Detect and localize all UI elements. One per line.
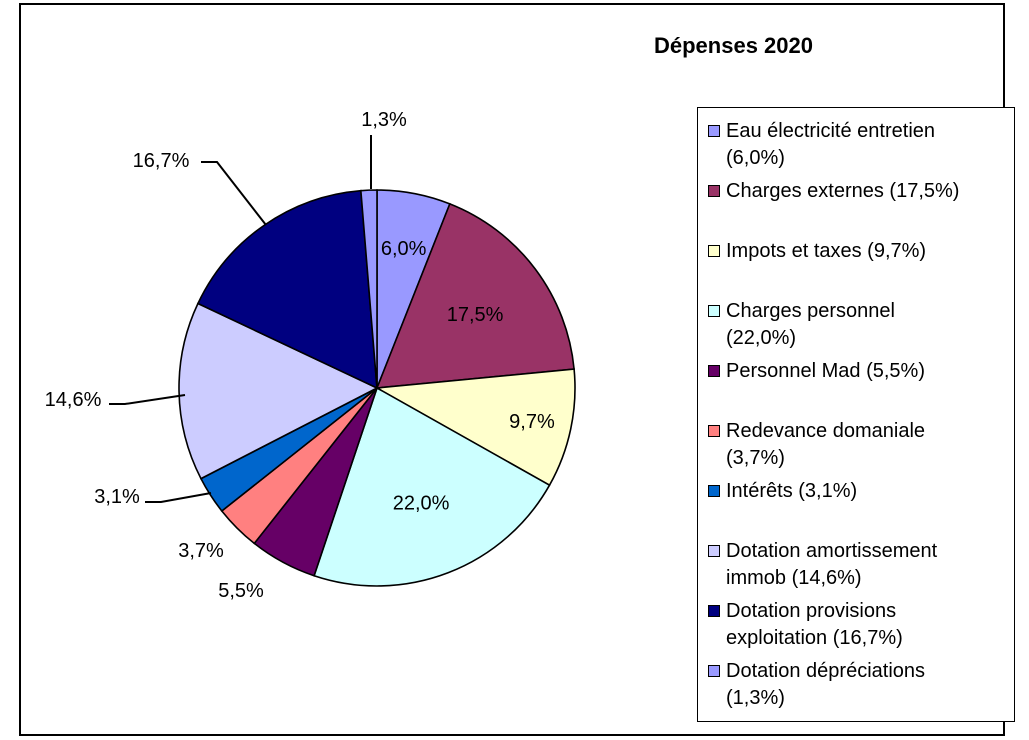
legend-text-9-line2: exploitation (16,7%) (726, 627, 903, 649)
data-label-4: 22,0% (393, 493, 450, 515)
pie-slice-8 (178, 302, 379, 480)
legend-item-7: Intérêts (3,1%) (706, 478, 1026, 505)
pie-chart: 6,0% 17,5% 9,7% 22,0% 5,5% 3,7% 3,1% 14,6% 16,7%… (45, 109, 576, 602)
legend-item-1: Eau électricité entretien (6,0%) (706, 118, 1026, 172)
legend-item-5: Personnel Mad (5,5%) (706, 358, 1026, 385)
legend-swatch-10 (708, 665, 720, 677)
legend-swatch-8 (708, 545, 720, 557)
chart-frame: Dépenses 2020 6,0% 17,5% 9,7% 22,0% 5,5% 3,7%… (19, 3, 1015, 736)
data-label-10: 1,3% (361, 109, 407, 131)
pie-slice-2 (375, 202, 575, 389)
chart-title: Dépenses 2020 (654, 33, 813, 58)
legend-text-2: Charges externes (17,5%) (726, 180, 960, 202)
legend-text-8-line2: immob (14,6%) (726, 567, 862, 589)
legend-text-4-line2: (22,0%) (726, 327, 797, 349)
legend-swatch-4 (708, 305, 720, 317)
legend-swatch-2 (708, 185, 720, 197)
legend-text-1: Eau électricité entretien (726, 120, 936, 142)
data-label-6: 3,7% (178, 540, 224, 562)
pie-slice-10 (359, 189, 378, 389)
legend-swatch-9 (708, 605, 720, 617)
data-label-9: 16,7% (133, 150, 190, 172)
legend-swatch-7 (708, 485, 720, 497)
data-label-1: 6,0% (381, 238, 427, 260)
legend-swatch-6 (708, 425, 720, 437)
legend-text-6-line2: (3,7%) (726, 447, 785, 469)
leader-line-9 (201, 161, 267, 226)
data-label-3: 9,7% (509, 411, 555, 433)
pie-slice-3 (374, 368, 576, 487)
legend-item-10: Dotation dépréciations (1,3%) (706, 658, 1026, 712)
legend-text-5: Personnel Mad (5,5%) (726, 360, 925, 382)
legend-item-6: Redevance domaniale (3,7%) (706, 418, 1026, 472)
legend-item-3: Impots et taxes (9,7%) (706, 238, 1026, 265)
legend-text-1-line2: (6,0%) (726, 147, 785, 169)
data-label-5: 5,5% (218, 580, 264, 602)
legend-item-9: Dotation provisions exploitation (16,7%) (706, 598, 1026, 652)
leader-line-7 (145, 492, 212, 503)
data-label-7: 3,1% (94, 486, 140, 508)
legend-swatch-1 (708, 125, 720, 137)
legend-text-3: Impots et taxes (9,7%) (726, 240, 927, 262)
legend-item-4: Charges personnel (22,0%) (706, 298, 1026, 352)
legend-text-8: Dotation amortissement (726, 540, 938, 562)
legend-text-10: Dotation dépréciations (726, 660, 926, 682)
legend: Eau électricité entretien (6,0%) Charges e… (697, 107, 1015, 722)
legend-text-9: Dotation provisions (726, 600, 897, 622)
data-label-8: 14,6% (45, 389, 102, 411)
pie-slice-4 (313, 386, 551, 587)
legend-item-8: Dotation amortissement immob (14,6%) (706, 538, 1026, 592)
legend-swatch-5 (708, 365, 720, 377)
legend-swatch-3 (708, 245, 720, 257)
legend-text-7: Intérêts (3,1%) (726, 480, 858, 502)
legend-text-10-line2: (1,3%) (726, 687, 785, 709)
data-label-2: 17,5% (447, 304, 504, 326)
leader-line-8 (109, 394, 186, 405)
legend-text-6: Redevance domaniale (726, 420, 926, 442)
legend-text-4: Charges personnel (726, 300, 895, 322)
pie-slice-9 (196, 189, 378, 390)
legend-item-2: Charges externes (17,5%) (706, 178, 1026, 205)
